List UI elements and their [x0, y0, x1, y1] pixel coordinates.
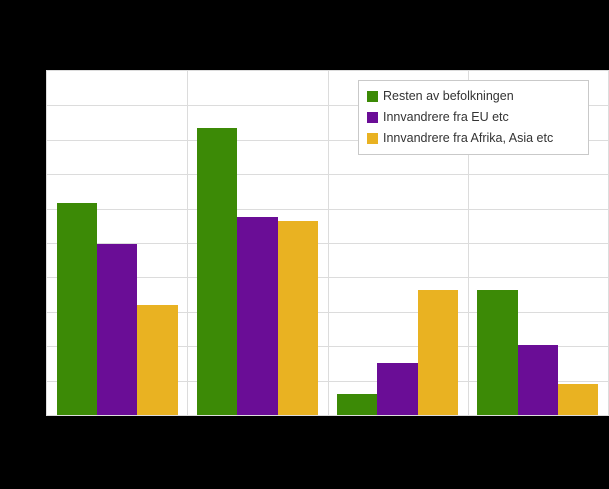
v-gridline [187, 71, 189, 415]
bar-series-2-group-0 [137, 304, 178, 415]
legend-label: Innvandrere fra EU etc [383, 110, 509, 124]
bar-series-1-group-3 [517, 345, 559, 415]
v-gridline [327, 71, 329, 415]
bar-series-0-group-3 [477, 289, 518, 415]
bar-series-2-group-2 [417, 290, 459, 415]
plot-area: Resten av befolkningen Innvandrere fra E… [46, 70, 609, 416]
bar-series-0-group-2 [337, 394, 378, 415]
legend-swatch-purple-icon [367, 112, 378, 123]
legend-item: Innvandrere fra Afrika, Asia etc [367, 128, 579, 149]
legend-swatch-green-icon [367, 91, 378, 102]
bars-layer [47, 71, 608, 415]
legend-label: Innvandrere fra Afrika, Asia etc [383, 131, 554, 145]
legend-item: Innvandrere fra EU etc [367, 107, 579, 128]
bar-series-0-group-1 [196, 128, 238, 415]
bar-series-2-group-1 [277, 220, 318, 415]
bar-series-0-group-0 [56, 203, 97, 415]
bar-series-1-group-2 [377, 363, 418, 415]
legend-swatch-yellow-icon [367, 133, 378, 144]
v-gridline [467, 71, 469, 415]
bar-series-1-group-0 [96, 244, 138, 415]
legend-label: Resten av befolkningen [383, 89, 514, 103]
legend: Resten av befolkningen Innvandrere fra E… [358, 80, 589, 155]
bar-series-1-group-1 [237, 216, 278, 415]
legend-item: Resten av befolkningen [367, 86, 579, 107]
bar-series-2-group-3 [558, 384, 599, 415]
grid-layer [47, 71, 608, 415]
